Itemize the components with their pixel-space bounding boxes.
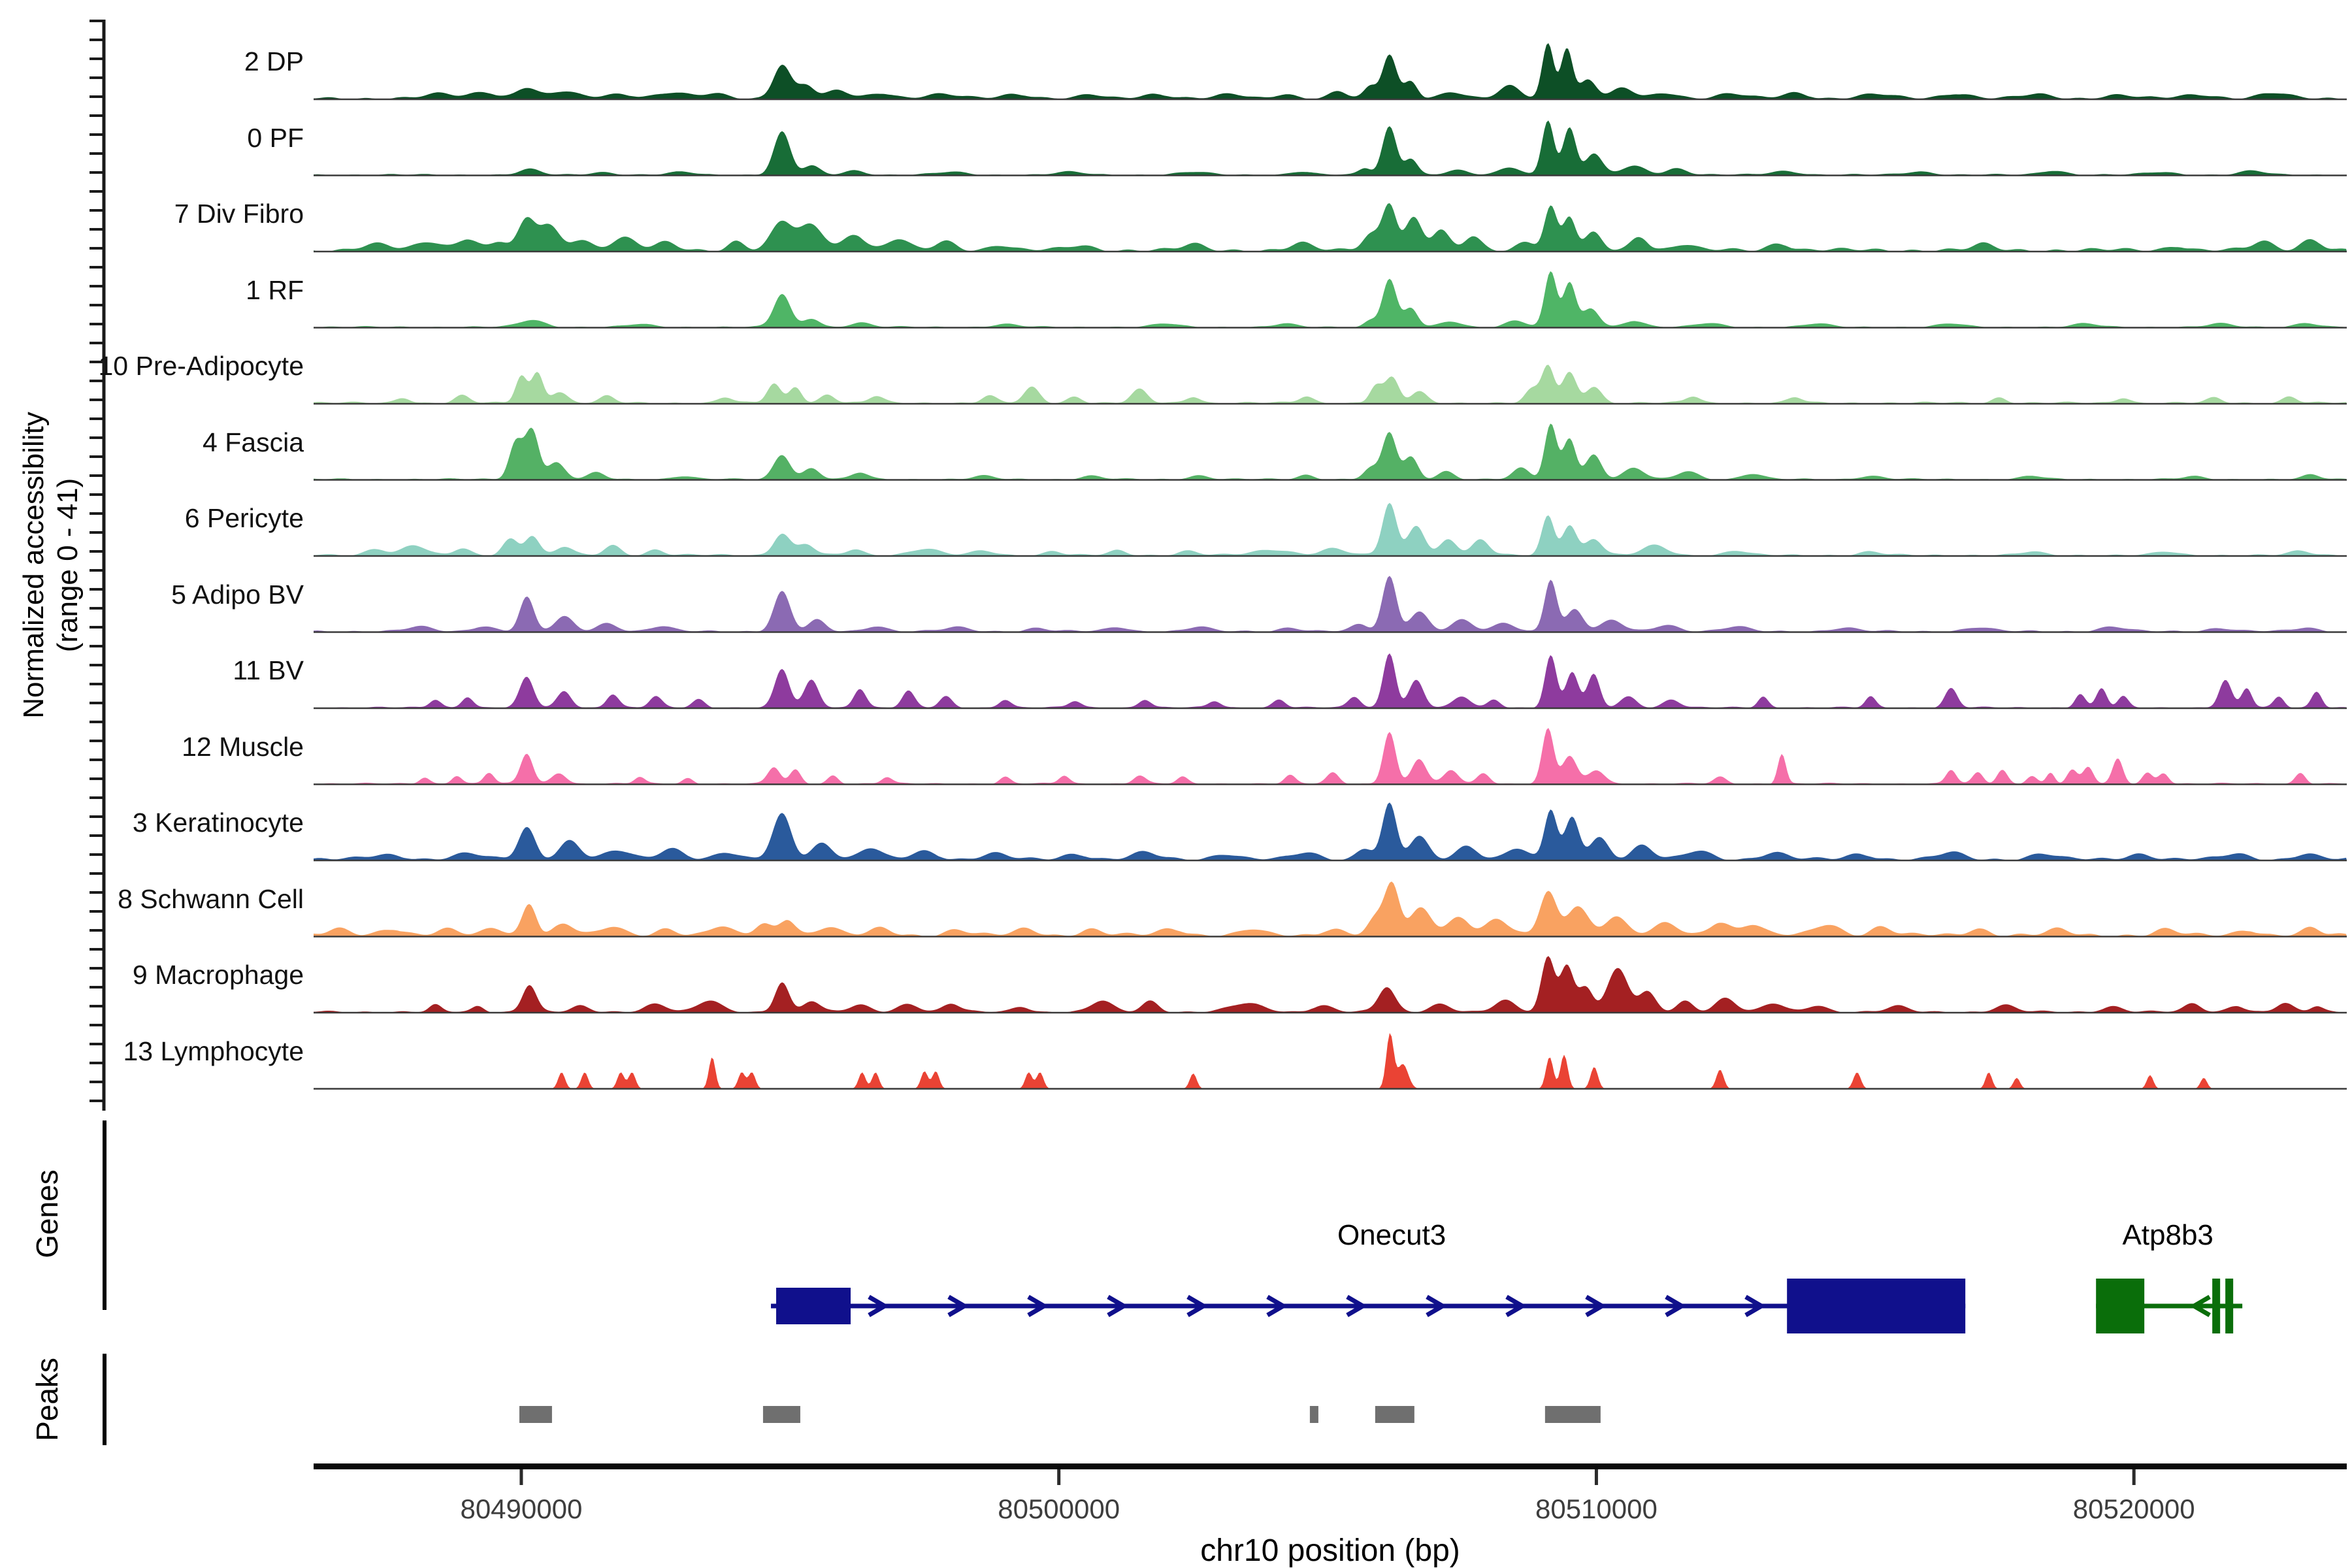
x-axis-tick xyxy=(519,1469,523,1485)
track-label-12-muscle: 12 Muscle xyxy=(182,731,304,762)
gene-exon-atp8b3 xyxy=(2225,1279,2234,1333)
track-label-10-pre-adipocyte: 10 Pre-Adipocyte xyxy=(98,351,304,381)
strand-arrow-right-icon xyxy=(947,1294,969,1318)
peak-region-rect xyxy=(762,1406,800,1423)
signal-area-2-dp xyxy=(314,43,2347,99)
signal-area-3-keratinocyte xyxy=(314,802,2347,860)
gene-name-onecut3: Onecut3 xyxy=(1337,1219,1446,1251)
gene-exon-atp8b3 xyxy=(2212,1279,2221,1333)
peak-region-rect xyxy=(1309,1406,1318,1423)
x-axis-tick xyxy=(1057,1469,1061,1485)
strand-arrow-right-icon xyxy=(1107,1294,1128,1318)
signal-area-9-macrophage xyxy=(314,956,2347,1013)
track-label-0-pf: 0 PF xyxy=(247,122,304,153)
signal-area-7-div-fibro xyxy=(314,203,2347,252)
strand-arrow-right-icon xyxy=(1744,1294,1766,1318)
strand-arrow-right-icon xyxy=(1186,1294,1208,1318)
x-axis-tick xyxy=(1594,1469,1598,1485)
x-tick-label-80510000: 80510000 xyxy=(1535,1494,1658,1524)
signal-area-4-fascia xyxy=(314,423,2347,480)
peak-region-rect xyxy=(1375,1406,1414,1423)
x-axis-tick xyxy=(2132,1469,2136,1485)
x-tick-label-80520000: 80520000 xyxy=(2072,1494,2195,1524)
signal-area-11-bv xyxy=(314,653,2347,708)
signal-area-6-pericyte xyxy=(314,502,2347,556)
strand-arrow-right-icon xyxy=(1505,1294,1527,1318)
peak-region-rect xyxy=(519,1406,552,1423)
track-label-1-rf: 1 RF xyxy=(246,274,304,305)
track-label-2-dp: 2 DP xyxy=(244,46,304,76)
signal-area-5-adipo-bv xyxy=(314,576,2347,632)
gene-exon-onecut3 xyxy=(1787,1279,1966,1333)
x-tick-label-80490000: 80490000 xyxy=(460,1494,583,1524)
track-label-6-pericyte: 6 Pericyte xyxy=(184,503,304,533)
gene-exon-onecut3 xyxy=(776,1288,851,1324)
genes-section-label: Genes xyxy=(30,1169,64,1258)
track-label-3-keratinocyte: 3 Keratinocyte xyxy=(132,808,304,838)
strand-arrow-right-icon xyxy=(1585,1294,1607,1318)
signal-area-10-pre-adipocyte xyxy=(314,365,2347,404)
track-label-11-bv: 11 BV xyxy=(233,655,304,685)
x-axis-line xyxy=(314,1463,2347,1469)
signal-area-1-rf xyxy=(314,271,2347,328)
signal-area-8-schwann-cell xyxy=(314,881,2347,937)
signal-area-13-lymphocyte xyxy=(314,1033,2347,1089)
track-label-4-fascia: 4 Fascia xyxy=(203,427,304,457)
track-label-13-lymphocyte: 13 Lymphocyte xyxy=(123,1036,304,1066)
x-axis-title: chr10 position (bp) xyxy=(1200,1533,1460,1568)
strand-arrow-left-icon xyxy=(2189,1294,2211,1318)
gene-name-atp8b3: Atp8b3 xyxy=(2122,1219,2213,1251)
strand-arrow-right-icon xyxy=(1266,1294,1288,1318)
track-label-7-div-fibro: 7 Div Fibro xyxy=(174,199,304,229)
strand-arrow-right-icon xyxy=(1665,1294,1686,1318)
track-label-8-schwann-cell: 8 Schwann Cell xyxy=(118,883,304,914)
signal-area-0-pf xyxy=(314,120,2347,176)
strand-arrow-right-icon xyxy=(868,1294,889,1318)
signal-area-12-muscle xyxy=(314,728,2347,785)
strand-arrow-right-icon xyxy=(1346,1294,1367,1318)
strand-arrow-right-icon xyxy=(1027,1294,1049,1318)
peak-region-rect xyxy=(1544,1406,1601,1423)
x-tick-label-80500000: 80500000 xyxy=(998,1494,1120,1524)
strand-arrow-right-icon xyxy=(1426,1294,1447,1318)
peaks-section-label: Peaks xyxy=(30,1358,64,1441)
track-label-9-macrophage: 9 Macrophage xyxy=(132,960,304,990)
track-label-5-adipo-bv: 5 Adipo BV xyxy=(171,579,304,610)
gene-exon-atp8b3 xyxy=(2096,1279,2145,1333)
